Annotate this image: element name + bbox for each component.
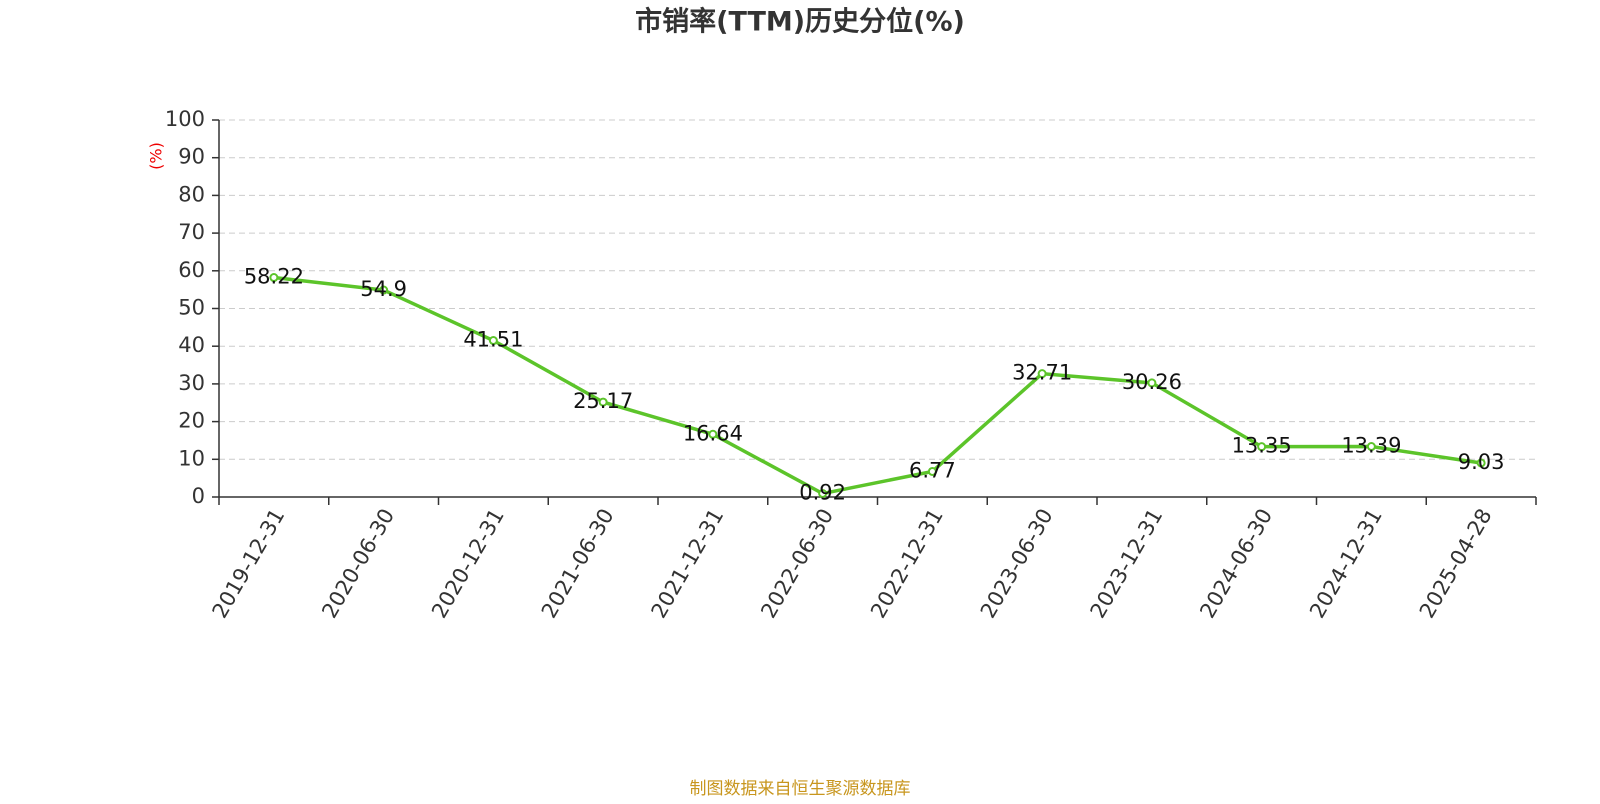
y-tick-label: 20 — [178, 409, 205, 433]
data-point — [488, 336, 498, 346]
x-tick-label: 2023-12-31 — [1086, 505, 1168, 623]
data-label: 16.64 — [683, 421, 743, 445]
x-tick-label: 2024-06-30 — [1195, 505, 1277, 623]
data-label: 30.26 — [1122, 370, 1182, 394]
source-note: 制图数据来自恒生聚源数据库 — [690, 779, 911, 799]
data-label: 9.03 — [1458, 450, 1505, 474]
x-tick-label: 2022-06-30 — [756, 505, 838, 623]
data-point — [927, 466, 937, 476]
x-tick-label: 2024-12-31 — [1305, 505, 1387, 623]
data-label: 41.51 — [463, 328, 523, 352]
y-tick-label: 50 — [178, 296, 205, 320]
chart-title: 市销率(TTM)历史分位(%) — [635, 6, 965, 38]
data-point — [1147, 378, 1157, 388]
y-tick-label: 30 — [178, 371, 205, 395]
y-tick-label: 70 — [178, 220, 205, 244]
y-tick-label: 10 — [178, 446, 205, 470]
x-tick-label: 2020-12-31 — [427, 505, 509, 623]
data-line — [273, 275, 1482, 496]
x-tick-label: 2025-04-28 — [1415, 505, 1497, 623]
y-tick-label: 0 — [192, 484, 205, 508]
x-tick-label: 2020-06-30 — [317, 505, 399, 623]
x-tick-label: 2022-12-31 — [866, 505, 948, 623]
data-label: 13.39 — [1341, 434, 1401, 458]
y-tick-label: 90 — [178, 145, 205, 169]
data-label: 0.92 — [799, 481, 846, 505]
data-label: 25.17 — [573, 389, 633, 413]
y-tick-label: 80 — [178, 182, 205, 206]
y-tick-label: 40 — [178, 333, 205, 357]
data-point — [1257, 442, 1267, 452]
x-tick-label: 2021-12-31 — [647, 505, 729, 623]
data-point — [708, 429, 718, 439]
y-tick-label: 100 — [165, 107, 205, 131]
data-label: 32.71 — [1012, 361, 1072, 385]
data-point — [379, 285, 389, 295]
y-tick-label: 60 — [178, 258, 205, 282]
data-point — [1366, 442, 1376, 452]
data-point — [598, 397, 608, 407]
x-tick-label: 2021-06-30 — [537, 505, 619, 623]
data-label: 6.77 — [909, 458, 956, 482]
x-tick-label: 2023-06-30 — [976, 505, 1058, 623]
data-label: 58.22 — [244, 265, 304, 289]
data-point — [818, 489, 828, 499]
data-label: 54.9 — [360, 277, 407, 301]
data-point — [1037, 369, 1047, 379]
y-axis-label: (%) — [147, 142, 166, 170]
data-label: 13.35 — [1232, 434, 1292, 458]
data-point — [1476, 458, 1486, 468]
data-point — [269, 273, 279, 283]
x-tick-label: 2019-12-31 — [208, 505, 290, 623]
